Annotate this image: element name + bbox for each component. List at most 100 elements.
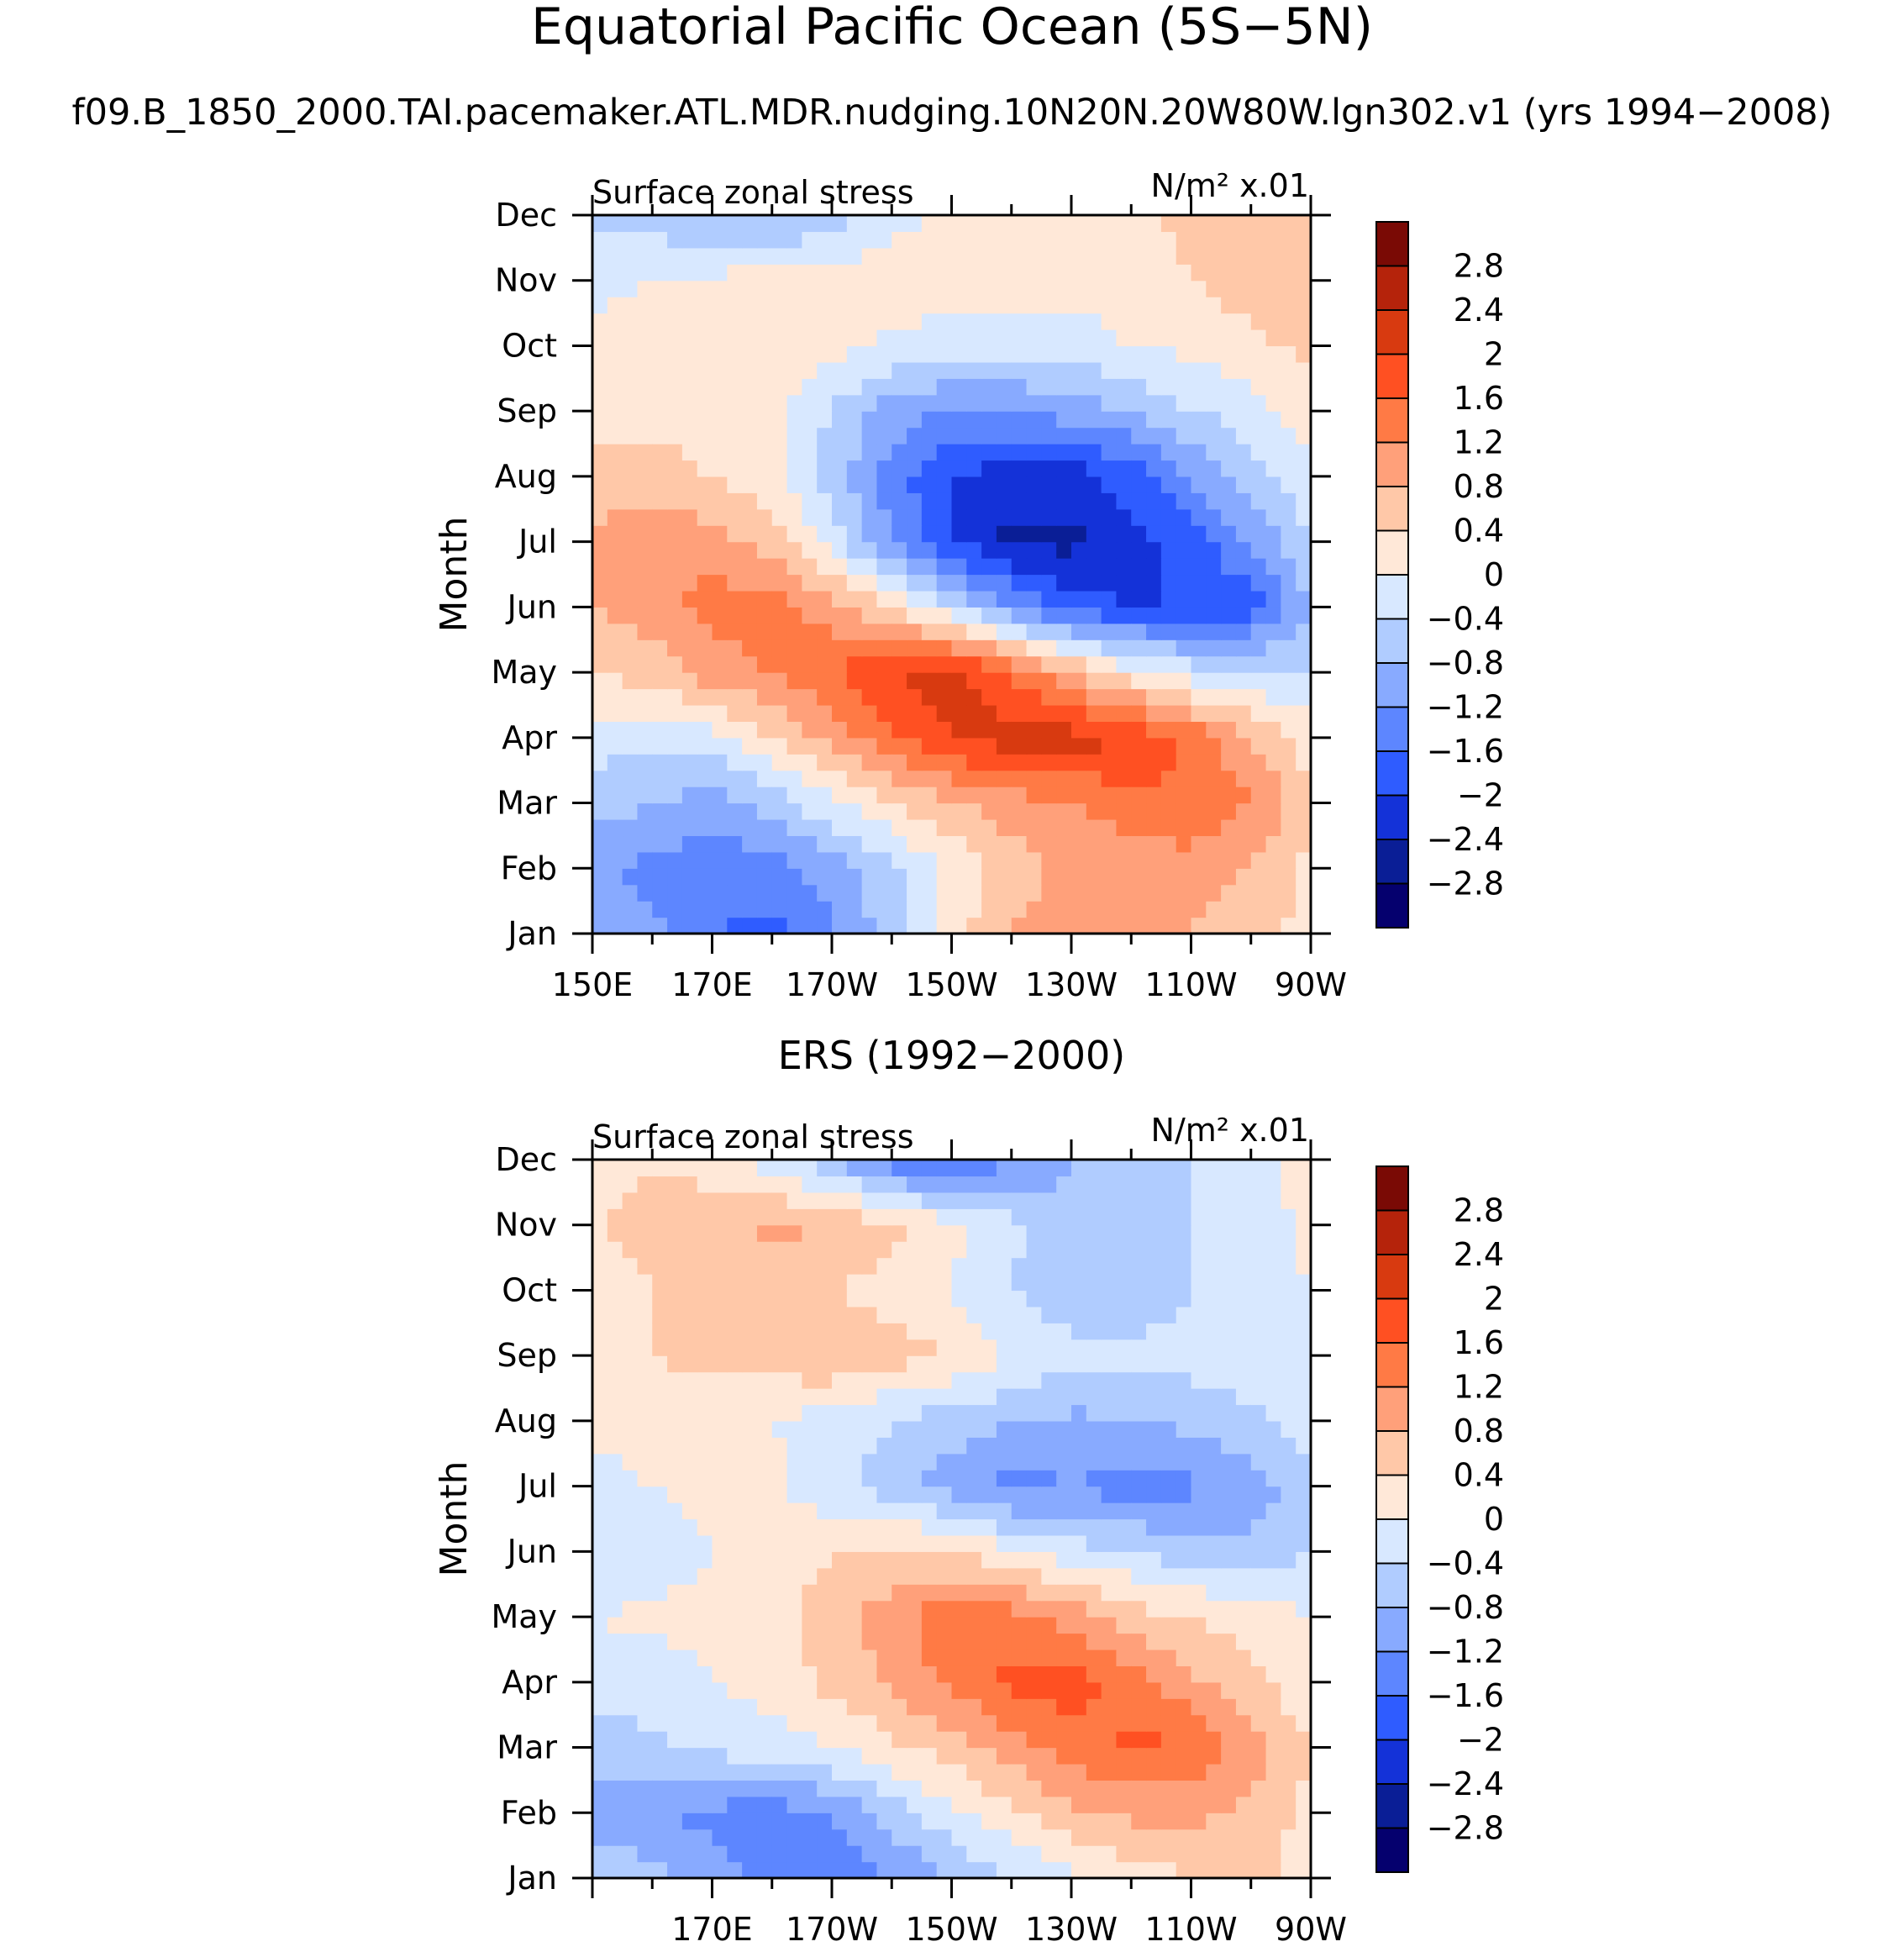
heatmap-cell: [1026, 1208, 1042, 1226]
heatmap-cell: [966, 378, 982, 396]
heatmap-cell: [756, 313, 773, 330]
heatmap-cell: [907, 1160, 923, 1177]
heatmap-cell: [607, 215, 623, 233]
heatmap-cell: [1146, 1617, 1162, 1634]
heatmap-cell: [1041, 280, 1057, 297]
heatmap-cell: [1176, 851, 1192, 869]
heatmap-cell: [1221, 1404, 1237, 1422]
heatmap-cell: [1296, 1861, 1311, 1878]
heatmap-cell: [817, 1208, 833, 1226]
heatmap-cell: [817, 1323, 833, 1340]
heatmap-cell: [1071, 1714, 1087, 1732]
heatmap-cell: [1026, 313, 1042, 330]
heatmap-cell: [892, 1339, 907, 1356]
heatmap-cell: [832, 1160, 848, 1177]
heatmap-cell: [1056, 1780, 1072, 1797]
heatmap-cell: [727, 1813, 743, 1830]
heatmap-cell: [907, 1731, 923, 1749]
heatmap-cell: [622, 1665, 639, 1683]
heatmap-cell: [996, 1502, 1012, 1520]
heatmap-cell: [846, 1323, 863, 1340]
heatmap-cell: [1026, 1665, 1042, 1683]
heatmap-cell: [771, 1224, 788, 1242]
heatmap-cell: [1281, 378, 1297, 396]
heatmap-cell: [802, 1470, 818, 1487]
heatmap-cell: [1026, 215, 1042, 233]
heatmap-cell: [1221, 1306, 1237, 1323]
heatmap-cell: [1160, 1274, 1177, 1292]
heatmap-cell: [1071, 231, 1087, 249]
heatmap-cell: [1086, 1420, 1102, 1438]
heatmap-cell: [712, 1534, 728, 1552]
y-tick-label: Dec: [495, 1141, 557, 1178]
heatmap-cell: [1265, 1420, 1281, 1438]
heatmap-cell: [1296, 1420, 1311, 1438]
heatmap-cell: [907, 1534, 923, 1552]
heatmap-cell: [727, 1192, 743, 1209]
heatmap-cell: [607, 1763, 623, 1781]
heatmap-cell: [1191, 1714, 1207, 1732]
heatmap-cell: [771, 1404, 788, 1422]
heatmap-cell: [1071, 394, 1087, 412]
heatmap-cell: [1101, 1617, 1118, 1634]
heatmap-cell: [771, 868, 788, 886]
heatmap-cell: [652, 378, 668, 396]
heatmap-cell: [756, 1813, 773, 1830]
heatmap-cell: [697, 313, 713, 330]
heatmap-cell: [592, 1208, 608, 1226]
heatmap-cell: [652, 476, 668, 493]
heatmap-cell: [1296, 1714, 1311, 1732]
heatmap-cell: [697, 917, 713, 934]
heatmap-cell: [876, 297, 892, 314]
heatmap-cell: [786, 492, 802, 510]
heatmap-cell: [652, 688, 668, 706]
heatmap-cell: [817, 558, 833, 576]
heatmap-cell: [1281, 558, 1297, 576]
heatmap-cell: [637, 411, 653, 429]
heatmap-cell: [907, 1747, 923, 1765]
heatmap-cell: [1235, 378, 1252, 396]
heatmap-cell: [907, 231, 923, 249]
heatmap-cell: [1056, 215, 1072, 233]
heatmap-cell: [951, 737, 967, 755]
heatmap-cell: [697, 574, 713, 592]
heatmap-cell: [652, 1192, 668, 1209]
heatmap-cell: [592, 704, 608, 722]
heatmap-cell: [1206, 1290, 1222, 1307]
heatmap-cell: [1160, 590, 1177, 608]
heatmap-cell: [1235, 1437, 1252, 1455]
heatmap-cell: [832, 558, 848, 576]
heatmap-cell: [1116, 1502, 1132, 1520]
heatmap-cell: [1221, 1176, 1237, 1193]
heatmap-cell: [876, 394, 892, 412]
heatmap-cell: [951, 607, 967, 624]
heatmap-cell: [1221, 688, 1237, 706]
heatmap-cell: [756, 476, 773, 493]
heatmap-cell: [1221, 460, 1237, 477]
heatmap-cell: [637, 884, 653, 902]
heatmap-cell: [1086, 1486, 1102, 1503]
heatmap-cell: [1101, 1176, 1118, 1193]
heatmap-cell: [756, 1698, 773, 1716]
heatmap-cell: [681, 1698, 698, 1716]
heatmap-cell: [1056, 378, 1072, 396]
heatmap-cell: [907, 818, 923, 837]
heatmap-cell: [607, 444, 623, 461]
heatmap-cell: [1235, 802, 1252, 820]
y-tick-label: Aug: [495, 1402, 557, 1439]
heatmap-cell: [936, 1176, 953, 1193]
heatmap-cell: [1146, 427, 1162, 445]
heatmap-cell: [1131, 1845, 1147, 1863]
heatmap-cell: [981, 607, 997, 624]
heatmap-cell: [1041, 1845, 1057, 1863]
heatmap-cell: [1250, 1551, 1267, 1569]
heatmap-cell: [1206, 1551, 1222, 1569]
heatmap-cell: [892, 1453, 907, 1471]
heatmap-cell: [846, 1160, 863, 1177]
heatmap-cell: [1086, 1600, 1102, 1618]
heatmap-cell: [1296, 851, 1311, 869]
y-tick-label: May: [491, 654, 557, 691]
heatmap-cell: [1176, 361, 1192, 379]
heatmap-cell: [817, 492, 833, 510]
heatmap-cell: [1071, 770, 1087, 787]
